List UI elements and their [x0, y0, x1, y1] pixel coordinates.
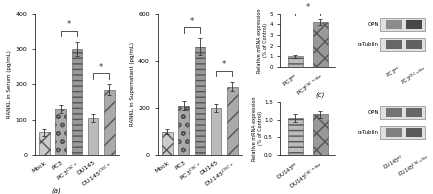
Bar — [406, 128, 422, 137]
Bar — [104, 90, 115, 155]
Text: *: * — [190, 17, 194, 26]
Bar — [211, 108, 221, 155]
Text: OPN: OPN — [368, 110, 379, 115]
Bar — [386, 20, 402, 29]
Bar — [227, 87, 238, 155]
Bar — [406, 108, 422, 117]
Bar — [162, 132, 173, 155]
Y-axis label: RANKL in Serum (pg/mL): RANKL in Serum (pg/mL) — [7, 50, 13, 118]
Text: α-Tublin: α-Tublin — [358, 42, 379, 47]
Bar — [380, 18, 425, 31]
Bar — [71, 49, 82, 155]
Y-axis label: RANKL in Supernatant (pg/mL): RANKL in Supernatant (pg/mL) — [130, 42, 136, 126]
Bar — [288, 118, 303, 155]
Text: DU145$^{wt}$: DU145$^{wt}$ — [382, 153, 406, 172]
Text: *: * — [67, 20, 71, 29]
Text: (a): (a) — [52, 187, 61, 194]
Bar — [386, 108, 402, 117]
Bar — [380, 126, 425, 139]
Text: *: * — [222, 60, 226, 69]
Text: (c): (c) — [316, 92, 325, 99]
Bar — [406, 20, 422, 29]
Bar — [380, 106, 425, 119]
Bar — [178, 106, 189, 155]
Text: *: * — [306, 3, 310, 12]
Text: OPN: OPN — [368, 22, 379, 27]
Text: DU145$^{CSC-like}$: DU145$^{CSC-like}$ — [396, 153, 432, 179]
Text: α-Tublin: α-Tublin — [358, 130, 379, 135]
Bar — [55, 109, 66, 155]
Bar — [313, 22, 328, 67]
Bar — [386, 128, 402, 137]
Bar — [386, 40, 402, 49]
Bar — [380, 38, 425, 51]
Bar — [88, 118, 98, 155]
Bar — [288, 56, 303, 67]
Bar — [39, 132, 50, 155]
Text: PC3$^{wt}$: PC3$^{wt}$ — [385, 65, 403, 81]
Y-axis label: Relative mRNA expression
(% of Control): Relative mRNA expression (% of Control) — [252, 96, 263, 161]
Bar — [406, 40, 422, 49]
Y-axis label: Relative mRNA expression
(% of Control): Relative mRNA expression (% of Control) — [257, 8, 268, 73]
Bar — [313, 114, 328, 155]
Text: PC3$^{CSC-like}$: PC3$^{CSC-like}$ — [399, 65, 429, 87]
Bar — [194, 47, 205, 155]
Text: *: * — [99, 63, 103, 72]
